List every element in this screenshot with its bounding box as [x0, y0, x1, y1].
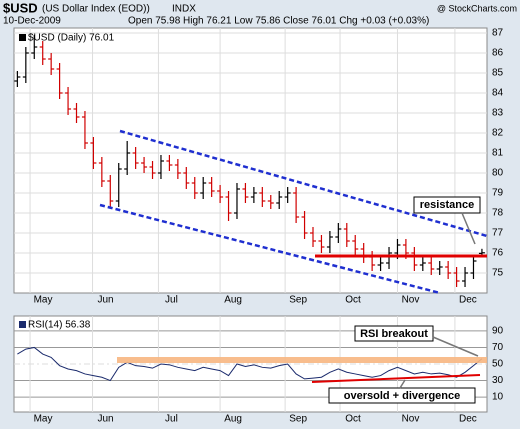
y-tick-label: 76	[492, 248, 504, 259]
y-tick-label: 84	[492, 88, 504, 99]
annotation-arrow	[432, 336, 479, 357]
x-tick-label: Aug	[224, 414, 242, 425]
y-tick-label: 87	[492, 28, 504, 39]
y-tick-label: 85	[492, 68, 504, 79]
y-tick-label: 82	[492, 128, 504, 139]
symbol: $USD	[3, 0, 38, 15]
y-tick-label: 77	[492, 228, 504, 239]
y-tick-label: 10	[492, 392, 504, 403]
rsi-band	[117, 357, 487, 363]
x-tick-label: Oct	[345, 414, 361, 425]
y-tick-label: 70	[492, 342, 504, 353]
y-tick-label: 50	[492, 359, 504, 370]
x-tick-label: Dec	[459, 414, 477, 425]
annotation-box	[328, 387, 476, 404]
y-tick-label: 30	[492, 375, 504, 386]
x-tick-label: Sep	[289, 295, 307, 306]
annotation-box	[354, 325, 434, 342]
y-tick-label: 75	[492, 268, 504, 279]
annotation-box	[413, 196, 481, 214]
x-tick-label: Dec	[459, 295, 477, 306]
y-tick-label: 79	[492, 188, 504, 199]
annotation: resistance	[420, 199, 474, 211]
y-tick-label: 81	[492, 148, 504, 159]
x-tick-label: Oct	[345, 295, 361, 306]
x-tick-label: Nov	[402, 414, 420, 425]
legend-swatch	[19, 34, 26, 41]
legend-swatch	[19, 321, 26, 328]
x-tick-label: Jul	[165, 414, 178, 425]
rsi-trend-line	[311, 374, 481, 383]
y-tick-label: 86	[492, 48, 504, 59]
index-name: (US Dollar Index (EOD))	[42, 4, 150, 15]
x-tick-label: Aug	[224, 295, 242, 306]
y-tick-label: 90	[492, 326, 504, 337]
x-tick-label: Jun	[97, 295, 113, 306]
legend: $USD (Daily) 76.01	[28, 33, 115, 44]
x-tick-label: Nov	[402, 295, 420, 306]
y-tick-label: 78	[492, 208, 504, 219]
exchange: INDX	[172, 4, 196, 15]
annotations: resistance RSI breakout oversold + diver…	[19, 33, 488, 404]
credit: @ StockCharts.com	[437, 3, 517, 13]
x-tick-label: May	[34, 295, 53, 306]
x-tick-label: May	[34, 414, 53, 425]
legend: RSI(14) 56.38	[28, 320, 91, 331]
rsi-line	[17, 346, 483, 382]
lower-trend-line	[99, 203, 441, 295]
y-tick-label: 80	[492, 168, 504, 179]
date: 10-Dec-2009	[3, 16, 61, 27]
annotation: oversold + divergence	[344, 390, 460, 402]
x-tick-label: Sep	[289, 414, 307, 425]
y-tick-label: 83	[492, 108, 504, 119]
annotation-arrow	[399, 379, 406, 389]
annotation: RSI breakout	[360, 328, 428, 340]
annotation-arrow	[461, 212, 476, 245]
quote: Open 75.98 High 76.21 Low 75.86 Close 76…	[128, 16, 429, 27]
x-tick-label: Jun	[97, 414, 113, 425]
x-tick-label: Jul	[165, 295, 178, 306]
